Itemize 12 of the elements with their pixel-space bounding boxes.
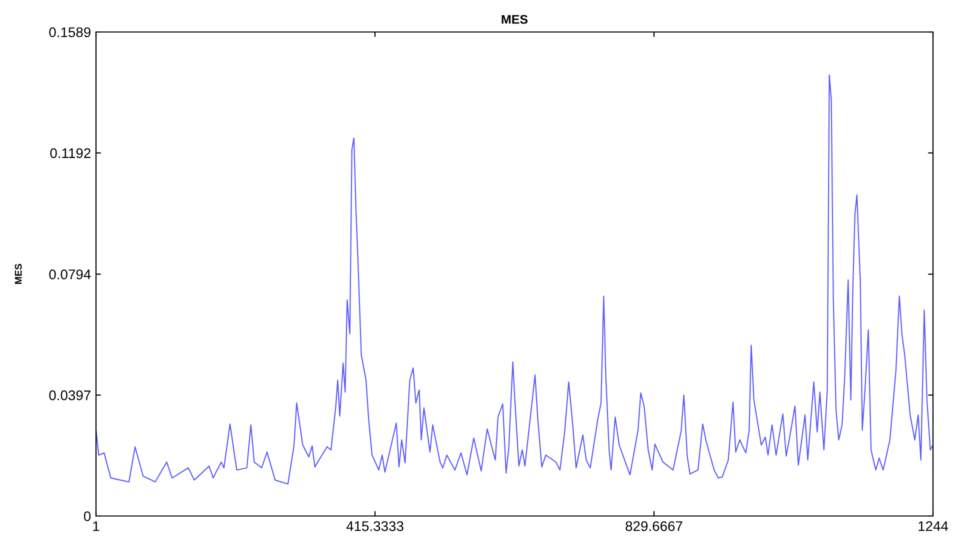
chart-title: MES [502, 14, 528, 24]
y-axis-title: MES [14, 264, 22, 284]
x-tick-label: 829.6667 [626, 521, 682, 532]
y-tick-label: 0.0397 [49, 390, 90, 400]
y-tick-label: 0.0794 [49, 269, 91, 280]
y-tick-label: 0.1192 [50, 148, 90, 158]
x-tick-label: 1244 [918, 521, 948, 531]
x-tick-label: 415.3333 [346, 521, 404, 532]
line-series [96, 74, 933, 485]
y-tick-label: 0 [84, 511, 91, 522]
y-tick-label: 0.1589 [49, 27, 90, 38]
x-tick-label: 1 [93, 521, 100, 531]
